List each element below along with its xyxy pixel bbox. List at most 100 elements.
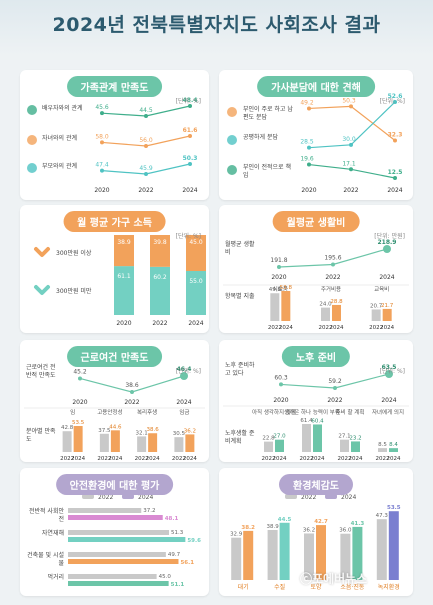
c-work-bar-value: 53.5: [72, 420, 85, 426]
c-living-bar: [270, 293, 280, 321]
env-value-2022: 36.0: [339, 528, 352, 534]
housework-series-label: 부인이 전적으로 책임: [243, 164, 291, 179]
housework-card: 49.2 50.3 32.3 28.5 30.0 52.6 19.6 17.1 12.5 2020…: [219, 70, 413, 200]
retire-card-title: 노후 준비: [281, 346, 351, 367]
c-living-sub-label: 항목별 지출: [225, 293, 255, 300]
env-value-2024: 44.5: [278, 517, 292, 523]
c-work-x-tick: 2024: [176, 399, 191, 406]
chart-svg: 60.3 2020 59.2 2022 63.5 2024 아직 생각하지 않음 22.8 20…: [223, 364, 409, 462]
env-value-2022: 32.9: [230, 532, 243, 538]
c-work-bar: [110, 430, 120, 452]
chart-svg: 45.2 2020 38.6 2022 46.4 2024 임 42.8 2022 53.5 202…: [24, 366, 205, 462]
c-retire-point: [279, 382, 283, 387]
c-retire-bar-value: 22.8: [262, 436, 275, 442]
c-work-bar-x-tick: 2022: [97, 456, 111, 462]
family-value-label: 44.5: [139, 107, 153, 114]
env-x-tick: 대기: [238, 583, 249, 591]
c-living-bar: [382, 308, 392, 321]
family-point: [188, 162, 192, 166]
family-point: [188, 134, 192, 138]
c-work-group-name: 복리후생: [137, 408, 157, 416]
housework-person-icon: [227, 165, 237, 175]
c-work-bar-x-tick: 2022: [60, 456, 74, 462]
living-card-title: 월평균 생활비: [272, 211, 360, 232]
family-point: [100, 111, 104, 116]
c-retire-value-label: 59.2: [328, 378, 342, 385]
income-bar-under300: [150, 266, 170, 315]
env-bar-2024: [352, 526, 363, 580]
c-living-group-name: 주거비용: [321, 285, 341, 293]
housework-point: [307, 145, 311, 150]
env-legend-swatch: [285, 494, 297, 499]
c-work-bar-x-tick: 2024: [146, 456, 160, 462]
housework-value-label: 49.2: [300, 99, 314, 106]
c-work-bar: [62, 431, 72, 452]
c-living-bar-x-tick: 2024: [380, 325, 394, 331]
living-cost-card: 191.8 2020 195.6 2022 218.9 2024 식료품 49.8 2022 53…: [219, 205, 413, 333]
c-retire-bar: [378, 448, 387, 452]
safety-card: 2022 2024 37.2 48.1 51.3 59.6 49.7 56.1 45.0 51.1…: [20, 468, 209, 596]
safety-bar-2022: [68, 530, 170, 535]
income-value-over300: 39.8: [153, 239, 167, 246]
c-retire-sub-label: 노후생활 준비계획: [225, 430, 255, 445]
c-work-bar: [137, 436, 147, 452]
income-x-tick: 2022: [152, 320, 167, 327]
header-banner: 2024년 전북특별자치도 사회조사 결과: [0, 0, 433, 56]
c-retire-group-name: 준비 할 계획: [336, 408, 365, 416]
c-living-point: [383, 245, 391, 253]
safety-value-2022: 51.3: [171, 530, 184, 536]
c-retire-main-label: 노후 준비하고 있다: [225, 362, 255, 377]
c-work-point: [130, 390, 134, 394]
safety-value-2022: 45.0: [159, 574, 172, 580]
c-living-bar-value: 20.7: [370, 303, 383, 309]
income-bar-under300: [114, 266, 134, 315]
env-card-title: 환경체감도: [279, 474, 353, 495]
housework-person-icon: [227, 135, 237, 145]
chart-svg: 2022 2024 37.2 48.1 51.359.6 49.7 56.1 45.0 51.1: [68, 494, 201, 588]
family-series-label: 부모와의 관계: [42, 163, 78, 170]
housework-point: [393, 176, 397, 180]
c-retire-x-tick: 2022: [327, 397, 342, 404]
c-retire-value-label: 63.5: [382, 364, 397, 371]
c-retire-bar-value: 8.5: [378, 442, 387, 448]
c-work-bar-x-tick: 2024: [183, 456, 197, 462]
c-work-bar-value: 37.5: [98, 428, 111, 434]
c-retire-x-tick: 2024: [381, 397, 396, 404]
income-value-over300: 45.0: [189, 239, 203, 246]
c-living-bar-x-tick: 2022: [268, 325, 282, 331]
income-bar-over300: [114, 235, 134, 267]
housework-value-label: 52.6: [388, 93, 403, 100]
housework-x-tick: 2024: [387, 187, 402, 194]
c-work-value-label: 38.6: [125, 382, 139, 389]
env-value-2024: 53.5: [387, 505, 401, 511]
c-work-bar-value: 44.6: [109, 424, 122, 430]
family-value-label: 47.4: [95, 162, 109, 169]
housework-x-tick: 2022: [343, 187, 358, 194]
c-living-bar-x-tick: 2022: [369, 325, 383, 331]
c-living-main-label: 월평균 생활비: [225, 241, 255, 256]
c-living-x-tick: 2020: [271, 274, 286, 281]
income-bar-over300: [150, 235, 170, 267]
safety-legend-swatch: [82, 494, 94, 499]
c-living-value-label: 218.9: [378, 239, 397, 246]
housework-point: [393, 100, 397, 104]
family-series-label: 배우자와의 관계: [42, 105, 83, 112]
watermark: ⓒ포에버뉴스: [300, 572, 368, 586]
c-living-bar-x-tick: 2024: [279, 325, 293, 331]
safety-legend-label: 2022: [98, 494, 113, 501]
income-value-under300: 61.1: [117, 273, 131, 280]
env-value-2022: 36.2: [303, 527, 315, 533]
family-point: [100, 168, 104, 173]
c-work-point: [180, 372, 188, 380]
env-bar-2024: [243, 530, 254, 580]
c-work-bar-value: 38.6: [147, 427, 160, 433]
housework-value-label: 50.3: [342, 97, 356, 104]
c-retire-point: [385, 370, 393, 378]
income-unit: [단위: %]: [175, 233, 201, 240]
family-unit: [단위: %]: [175, 98, 201, 105]
env-value-2022: 38.9: [266, 524, 279, 530]
c-living-x-tick: 2024: [379, 274, 394, 281]
env-value-2024: 42.7: [314, 519, 328, 525]
housework-point: [307, 106, 311, 111]
